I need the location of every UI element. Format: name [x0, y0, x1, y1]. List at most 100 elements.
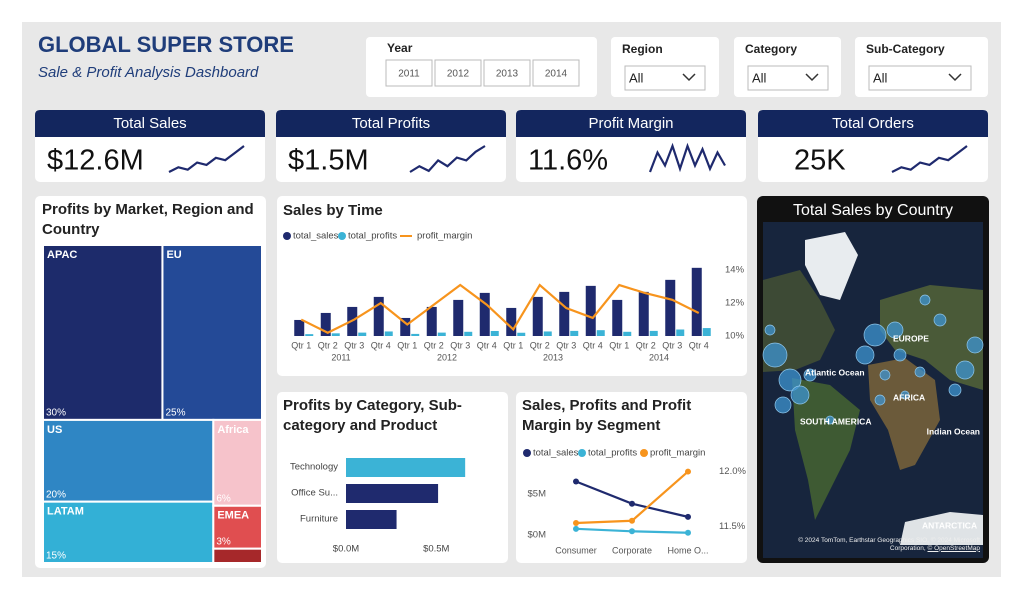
kpi-sparkline: [891, 145, 968, 173]
bar: [426, 306, 437, 336]
bar: [479, 292, 490, 336]
bar: [346, 458, 466, 477]
bar: [702, 328, 711, 336]
y2-tick-label: 12%: [725, 298, 745, 309]
year-option[interactable]: 2013: [496, 69, 519, 80]
chart-title: Profits by Category, Sub-category and Pr…: [283, 397, 462, 434]
map-bubble: [855, 345, 875, 365]
bar: [570, 330, 579, 336]
y-tick-label: Technology: [290, 462, 338, 473]
year-button[interactable]: [385, 59, 433, 87]
land: [900, 512, 983, 545]
cell-value: 25%: [165, 408, 185, 419]
year-button[interactable]: [434, 59, 482, 87]
cell-label: EMEA: [217, 510, 249, 522]
margin-line: [300, 283, 700, 334]
land: [792, 378, 860, 520]
kpi-title: Profit Margin: [588, 115, 673, 132]
x-tick-label: Qtr 3: [450, 340, 470, 350]
map-bubble: [948, 383, 962, 397]
kpi-title: Total Orders: [832, 115, 914, 132]
land: [805, 232, 858, 300]
legend-label: total_sales: [533, 448, 579, 459]
kpi-value: $1.5M: [288, 145, 369, 177]
subtitle: Sale & Profit Analysis Dashboard: [38, 64, 259, 81]
x-tick-label: Qtr 4: [371, 340, 391, 350]
kpi-sparkline: [648, 142, 726, 173]
series-point: [573, 478, 579, 485]
dropdown-value[interactable]: All: [752, 70, 767, 85]
bar: [346, 484, 439, 503]
cell-label: LATAM: [47, 506, 84, 518]
bar: [464, 331, 473, 336]
treemap-cell: [42, 244, 164, 421]
y-tick-label: $0M: [528, 530, 547, 541]
x-tick-label: Qtr 2: [318, 340, 338, 350]
year-option[interactable]: 2012: [447, 69, 470, 80]
map-bubble: [764, 324, 776, 336]
kpi-title: Total Sales: [113, 115, 186, 132]
x-tick-label: $0.0M: [333, 544, 359, 555]
year-option[interactable]: 2014: [545, 69, 568, 80]
chart-title: Sales, Profits and Profit Margin by Segm…: [522, 397, 692, 434]
x-group-label: 2014: [649, 352, 669, 362]
cell-label: Africa: [217, 424, 249, 436]
bar: [305, 334, 314, 336]
bar: [665, 279, 676, 336]
legend-label: profit_margin: [417, 231, 472, 242]
kpi-header: [516, 110, 746, 137]
bar: [612, 299, 623, 336]
year-button[interactable]: [532, 59, 580, 87]
map-label: SOUTH AMERICA: [800, 416, 871, 426]
x-tick-label: Qtr 2: [636, 340, 656, 350]
x-group-label: 2013: [543, 352, 563, 362]
x-tick-label: Qtr 1: [291, 340, 311, 350]
map-label: Atlantic Ocean: [805, 367, 865, 377]
chart-title-box: Profits by Category, Sub-category and Pr…: [283, 397, 462, 434]
year-option[interactable]: 2011: [398, 69, 420, 80]
x-tick-label: Qtr 3: [662, 340, 682, 350]
bar: [373, 296, 384, 336]
dropdown-value[interactable]: All: [629, 70, 644, 85]
series-point: [685, 468, 691, 475]
cell-value: 30%: [46, 408, 66, 419]
kpi-sparkline: [409, 145, 486, 173]
x-tick-label: Qtr 4: [689, 340, 709, 350]
bar: [676, 329, 685, 336]
card: [516, 392, 747, 563]
bar: [320, 312, 331, 336]
legend-swatch: [283, 232, 291, 240]
cell-label: US: [47, 424, 62, 436]
legend-label: total_sales: [293, 231, 339, 242]
bar: [437, 332, 446, 336]
treemap-cell: [212, 547, 263, 565]
kpi-header: [276, 110, 506, 137]
map-label: ANTARCTICA: [922, 520, 977, 530]
kpi-value: $12.6M: [47, 145, 144, 177]
chevron: [948, 73, 962, 82]
attribution-text[interactable]: © OpenStreetMap: [927, 544, 980, 552]
chevron: [682, 73, 696, 82]
bar: [294, 319, 305, 336]
bar: [358, 332, 367, 336]
map-bubble: [919, 294, 931, 306]
x-tick-label: Qtr 1: [397, 340, 417, 350]
attribution-box: © 2024 TomTom, Earthstar Geographics SIO…: [798, 537, 980, 552]
y-tick-label: $5M: [528, 488, 547, 499]
dropdown-value[interactable]: All: [873, 70, 888, 85]
x-tick-label: Qtr 2: [530, 340, 550, 350]
bar: [559, 291, 570, 336]
map-label: EUROPE: [893, 333, 929, 343]
legend-swatch: [338, 232, 346, 240]
title: GLOBAL SUPER STORE: [38, 32, 294, 57]
x-group-label: 2011: [331, 352, 350, 362]
filter-label: Category: [745, 42, 797, 56]
map-bubble: [863, 323, 887, 347]
kpi-sparkline: [168, 145, 245, 173]
card: [277, 196, 747, 376]
series-point: [685, 529, 691, 536]
filter-label: Region: [622, 42, 663, 56]
x-tick-label: $0.5M: [423, 544, 449, 555]
year-button[interactable]: [483, 59, 531, 87]
